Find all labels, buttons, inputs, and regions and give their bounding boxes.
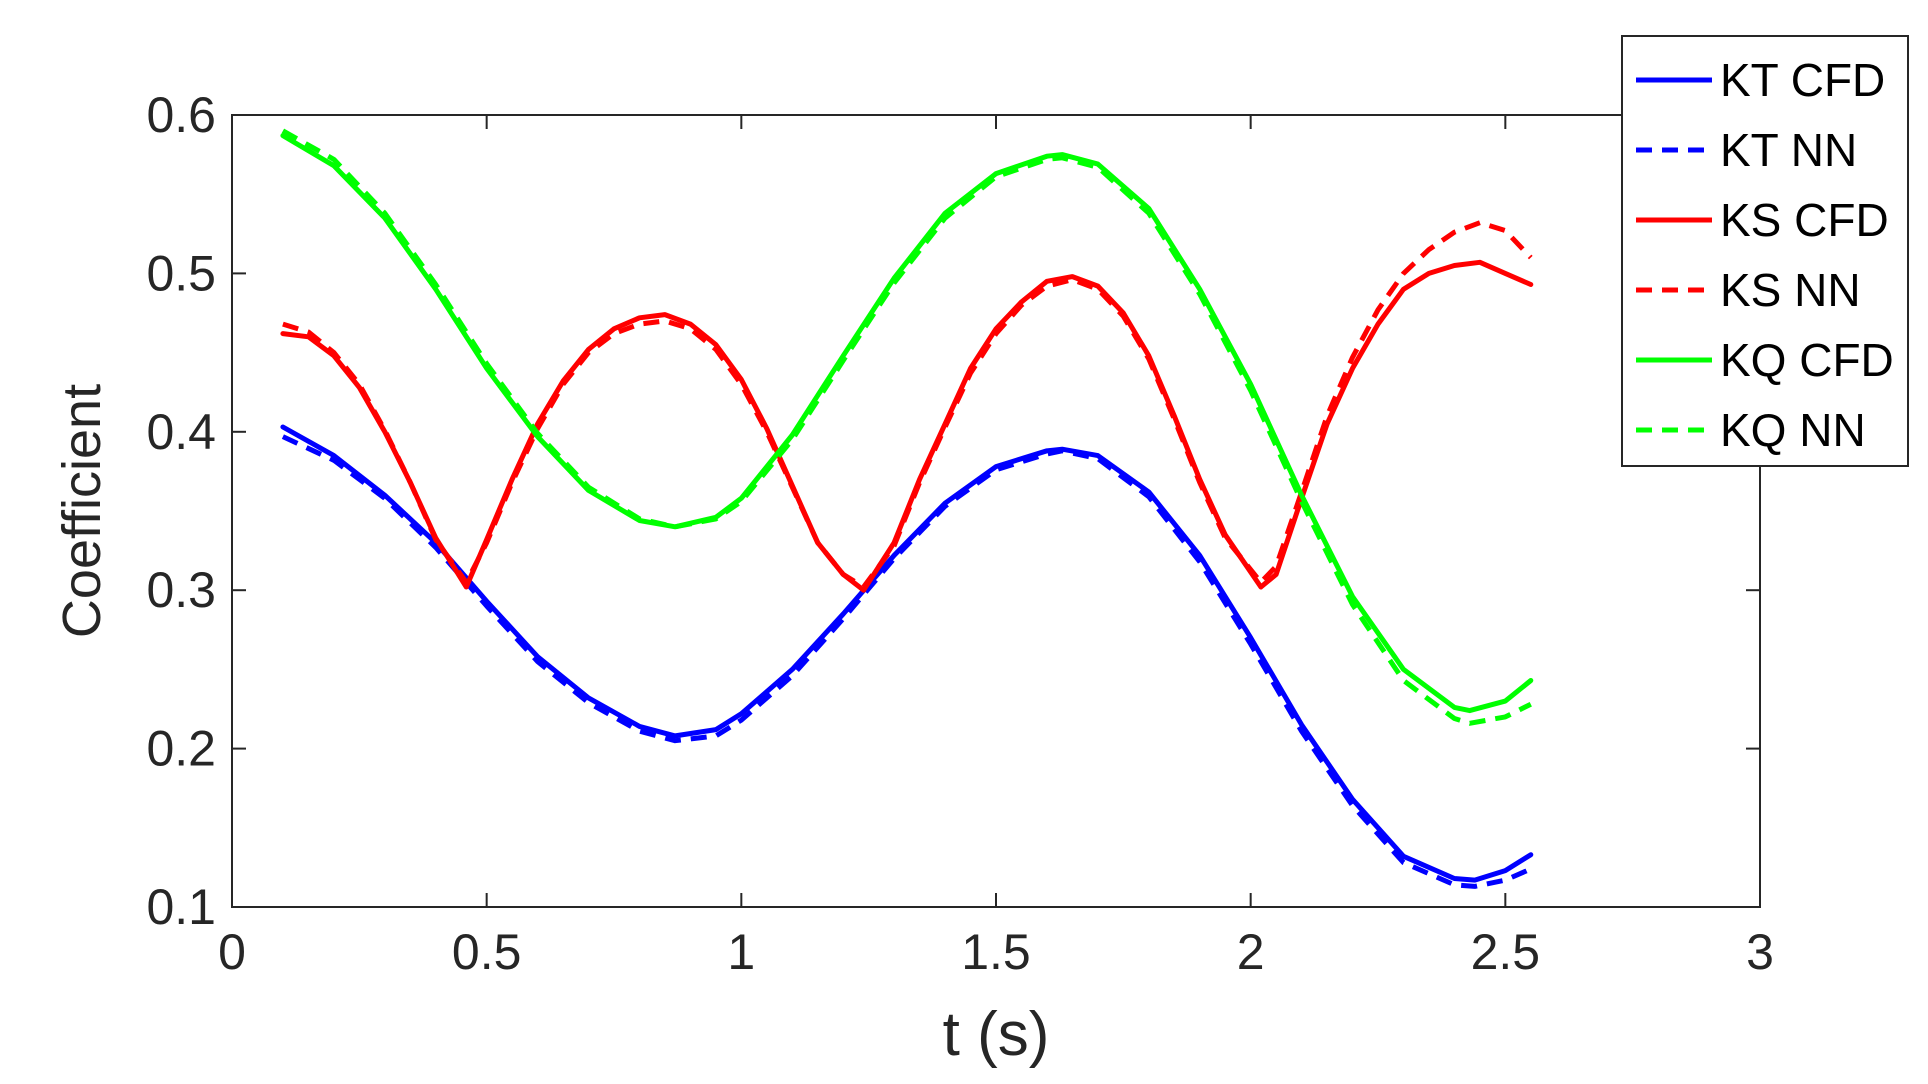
legend-entry-label: KS CFD	[1720, 194, 1889, 246]
y-tick-label: 0.4	[146, 404, 216, 460]
x-tick-label: 0.5	[452, 924, 522, 980]
series-line-ks-nn	[282, 220, 1533, 590]
y-tick-label: 0.1	[146, 879, 216, 935]
x-tick-label: 2	[1237, 924, 1265, 980]
x-axis-ticks: 0 0.5 1 1.5 2 2.5 3	[218, 115, 1774, 980]
x-tick-label: 2.5	[1471, 924, 1541, 980]
y-tick-label: 0.5	[146, 245, 216, 301]
y-axis-label: Coefficient	[52, 384, 112, 638]
legend-entry-label: KS NN	[1720, 264, 1861, 316]
legend-entry-label: KQ NN	[1720, 404, 1866, 456]
legend: KT CFD KT NN KS CFD KS NN KQ CFD KQ NN	[1621, 35, 1909, 467]
legend-box	[1621, 35, 1909, 467]
x-tick-label: 1.5	[961, 924, 1031, 980]
series-lines	[280, 128, 1534, 889]
x-tick-label: 0	[218, 924, 246, 980]
plot-area	[231, 114, 1761, 908]
x-tick-label: 1	[727, 924, 755, 980]
series-line-kq-nn	[281, 128, 1532, 726]
y-axis-ticks: 0.1 0.2 0.3 0.4 0.5 0.6	[146, 87, 1760, 935]
x-tick-label: 3	[1746, 924, 1774, 980]
series-line-kt-cfd	[280, 424, 1534, 883]
y-tick-label: 0.3	[146, 562, 216, 618]
y-tick-label: 0.6	[146, 87, 216, 143]
y-tick-label: 0.2	[146, 721, 216, 777]
series-line-kt-nn	[281, 434, 1532, 889]
legend-entry-label: KT CFD	[1720, 54, 1885, 106]
legend-entry-label: KQ CFD	[1720, 334, 1894, 386]
x-axis-label: t (s)	[943, 1000, 1050, 1069]
legend-entry-label: KT NN	[1720, 124, 1857, 176]
